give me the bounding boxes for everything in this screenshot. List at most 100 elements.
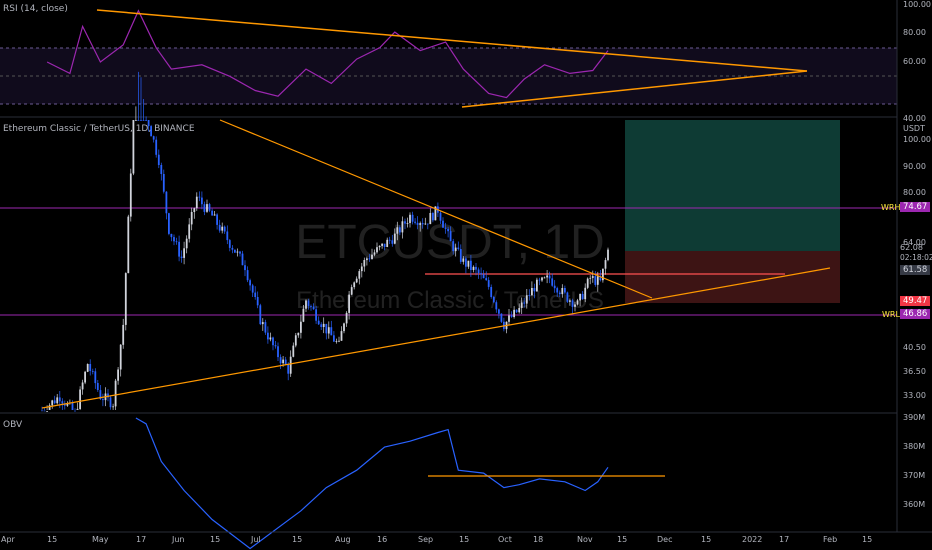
candle-body (239, 251, 241, 254)
wrl-label: WRL (882, 310, 900, 319)
candle-body (358, 271, 361, 279)
candle-body (66, 403, 69, 406)
loss-zone[interactable] (625, 251, 840, 303)
candle-body (251, 285, 254, 293)
currency-label: USDT (903, 124, 925, 133)
candle-body (520, 302, 523, 308)
rsi-trendline-bottom[interactable] (461, 70, 808, 108)
time-axis-tick: 15 (210, 535, 221, 544)
candle-body (383, 243, 386, 247)
candle-body (48, 405, 51, 410)
candle-body (119, 344, 122, 370)
candle-body (99, 390, 102, 400)
wrl-value-badge: 46.86 (900, 309, 931, 319)
candle-body (122, 324, 125, 345)
candle-body (132, 120, 135, 174)
candle-body (218, 224, 221, 231)
candle-body (294, 335, 297, 346)
time-axis-tick: Sep (418, 535, 434, 544)
candle-body (259, 305, 262, 325)
candle-body (424, 223, 427, 225)
descending-trendline[interactable] (219, 119, 653, 299)
time-axis-tick: 15 (292, 535, 303, 544)
main-symbol-label[interactable]: Ethereum Classic / TetherUS, 1D, BINANCE (3, 124, 195, 134)
candle-body (213, 214, 216, 216)
candle-body (531, 288, 533, 296)
candle-body (442, 220, 444, 228)
candle-body (140, 120, 142, 121)
candle-body (63, 403, 66, 406)
candle-body (135, 120, 137, 121)
obv-axis-tick: 380M (903, 442, 926, 451)
candle-body (388, 239, 391, 241)
candle-body (195, 196, 198, 209)
candle-body (234, 249, 236, 253)
time-axis-tick: 17 (779, 535, 790, 544)
candle-body (71, 402, 74, 410)
candle-body (373, 252, 376, 255)
candle-body (607, 249, 609, 261)
candle-body (274, 345, 277, 347)
time-axis-tick: 2022 (742, 535, 763, 544)
candle-body (518, 307, 521, 313)
candle-body (330, 327, 333, 336)
candle-body (333, 335, 335, 342)
candle-body (272, 337, 274, 346)
candle-body (241, 253, 244, 266)
candle-body (53, 400, 56, 404)
candle-body (81, 382, 84, 390)
candle-body (112, 406, 114, 408)
stop-value-badge: 49.47 (900, 296, 931, 306)
candle-body (536, 279, 538, 292)
obv-label[interactable]: OBV (3, 420, 23, 430)
candle-body (343, 323, 345, 332)
time-axis-tick: Dec (657, 535, 673, 544)
candle-body (157, 154, 160, 165)
candle-body (525, 295, 528, 304)
candle-body (254, 292, 257, 297)
candle-body (137, 120, 140, 121)
main-axis-tick: 90.00 (903, 162, 926, 171)
candle-body (500, 313, 503, 322)
candle-body (447, 228, 449, 232)
candle-body (325, 323, 328, 334)
candle-body (576, 300, 579, 305)
rsi-trendline-top[interactable] (96, 9, 808, 72)
candle-body (485, 278, 488, 281)
time-axis-tick: Apr (1, 535, 15, 544)
candle-body (124, 273, 127, 325)
time-axis-tick: Jun (172, 535, 185, 544)
candle-body (312, 306, 315, 310)
candle-body (277, 346, 279, 358)
candle-body (231, 247, 234, 250)
ascending-trendline[interactable] (41, 267, 831, 409)
rsi-label[interactable]: RSI (14, close) (3, 4, 68, 14)
candle-body (162, 174, 165, 192)
candle-body (495, 302, 498, 310)
candle-body (579, 294, 581, 301)
time-axis-tick: 15 (47, 535, 58, 544)
candle-body (586, 278, 589, 288)
candle-body (107, 393, 109, 398)
candle-body (353, 282, 356, 288)
candle-body (41, 410, 43, 412)
main-axis-tick: 80.00 (903, 188, 926, 197)
candle-body (498, 309, 500, 314)
candle-body (462, 258, 465, 262)
candle-body (492, 297, 495, 303)
candle-body (404, 221, 406, 224)
main-axis-tick: 36.50 (903, 367, 926, 376)
candle-body (282, 359, 284, 364)
main-axis-tick: 33.00 (903, 391, 926, 400)
candle-body (173, 237, 175, 242)
candle-body (591, 276, 594, 278)
main-axis-tick: 40.50 (903, 343, 926, 352)
profit-zone[interactable] (625, 120, 840, 251)
candle-body (434, 206, 437, 221)
candle-body (459, 249, 462, 262)
candle-body (86, 364, 89, 372)
candle-body (363, 260, 366, 267)
rsi-panel (0, 9, 897, 108)
candle-body (510, 315, 513, 317)
